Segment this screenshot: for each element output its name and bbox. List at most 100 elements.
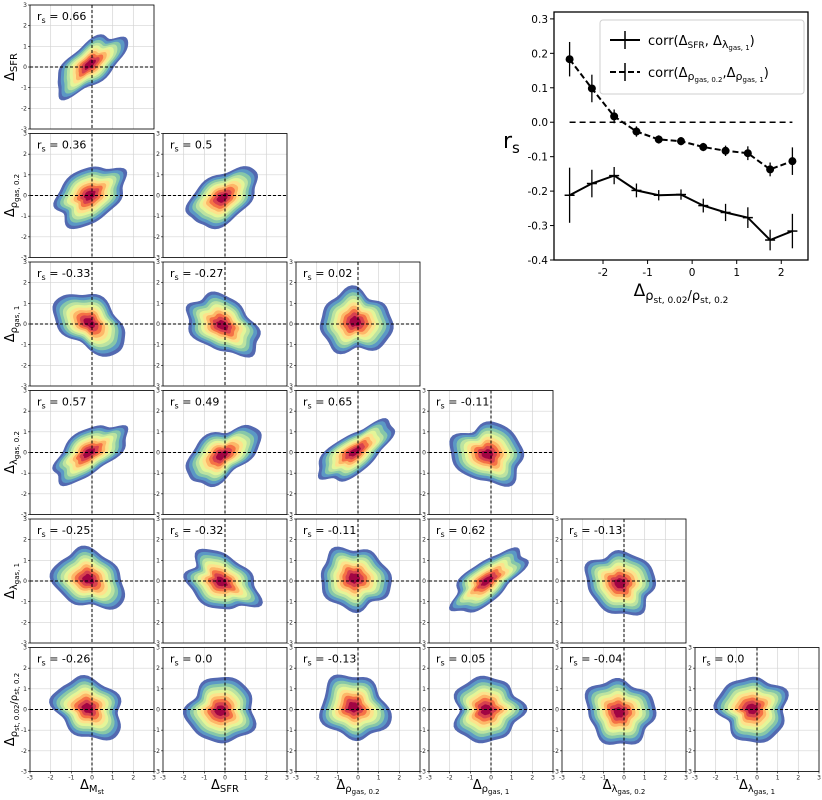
y-tick-label: 2 xyxy=(23,408,27,415)
panel-4-0: -3 -2 -1 0 1 2 3 rs = 0.57 xyxy=(21,388,155,519)
y-tick-label: -1 xyxy=(287,470,293,477)
x-tick-label: 1 xyxy=(111,775,115,782)
y-tick-label: -2 xyxy=(21,234,27,241)
panel-ticks: -3 -2 -1 0 1 2 3 xyxy=(154,131,163,262)
rs-value-label: rs = -0.33 xyxy=(37,267,90,282)
y-tick-label: 2 xyxy=(555,665,559,672)
row-label-lambda_gas_02: Δλgas, 0.2 xyxy=(3,431,21,474)
rs-value-label: rs = -0.25 xyxy=(37,524,90,539)
y-tick-label: 3 xyxy=(23,131,27,138)
panel-ticks: -3-3 -2 -2 -1 -1 0 0 1 1 2 2 3 3 xyxy=(154,645,289,782)
col-label-SFR: ΔSFR xyxy=(211,778,239,795)
row-label-rho_gas_02: Δρgas, 0.2 xyxy=(3,174,21,217)
rs-x-axis-label: Δρst, 0.02/ρst, 0.2 xyxy=(634,281,729,306)
rs-value-label: rs = 0.57 xyxy=(37,396,86,411)
y-tick-label: 2 xyxy=(289,408,293,415)
x-tick-label: 3 xyxy=(817,775,821,782)
rs-x-tick-label: 0 xyxy=(689,267,696,279)
y-tick-label: -1 xyxy=(21,727,27,734)
x-tick-label: -2 xyxy=(713,775,719,782)
rs-x-tick-label: -1 xyxy=(642,267,652,279)
y-tick-label: -2 xyxy=(154,491,160,498)
y-tick-label: 2 xyxy=(156,665,160,672)
x-tick-label: 2 xyxy=(663,775,667,782)
y-tick-label: 3 xyxy=(23,2,27,9)
y-tick-label: 3 xyxy=(23,259,27,266)
y-tick-label: 1 xyxy=(23,429,27,436)
density-contours xyxy=(53,166,128,230)
y-tick-label: 2 xyxy=(23,151,27,158)
panel-ticks: -3 -2 -1 0 1 2 3 xyxy=(21,259,30,390)
y-tick-label: 1 xyxy=(289,557,293,564)
density-level-9 xyxy=(83,318,95,329)
x-tick-label: -1 xyxy=(201,775,207,782)
y-tick-label: 0 xyxy=(422,450,426,457)
y-tick-label: 1 xyxy=(23,172,27,179)
y-tick-label: 0 xyxy=(555,578,559,585)
y-tick-label: 2 xyxy=(422,665,426,672)
y-tick-label: 1 xyxy=(289,686,293,693)
y-tick-label: 1 xyxy=(23,43,27,50)
y-tick-label: -3 xyxy=(21,769,27,776)
x-tick-label: 0 xyxy=(90,775,94,782)
y-tick-label: 0 xyxy=(422,707,426,714)
y-tick-label: -3 xyxy=(420,512,426,519)
y-tick-label: 3 xyxy=(156,131,160,138)
y-tick-label: 0 xyxy=(156,321,160,328)
y-tick-label: 3 xyxy=(422,388,426,395)
rs-value-label: rs = 0.49 xyxy=(170,396,219,411)
y-tick-label: -2 xyxy=(287,491,293,498)
y-tick-label: -3 xyxy=(553,640,559,647)
x-tick-label: 3 xyxy=(152,775,156,782)
x-tick-label: -2 xyxy=(48,775,54,782)
y-tick-label: 1 xyxy=(289,429,293,436)
x-tick-label: -1 xyxy=(334,775,340,782)
y-tick-label: -3 xyxy=(287,640,293,647)
y-tick-label: -1 xyxy=(420,599,426,606)
panel-ticks: -3 -2 -1 0 1 2 3 xyxy=(154,388,163,519)
x-tick-label: -1 xyxy=(733,775,739,782)
rs-profile-chart: -0.4 -0.3 -0.2 -0.1 0.0 0.1 0.2 0.3 -2 -1 0 1 2 rs Δρs… xyxy=(503,11,809,306)
density-level-9 xyxy=(481,449,494,460)
y-tick-label: 0 xyxy=(156,450,160,457)
y-tick-label: -3 xyxy=(154,512,160,519)
panel-3-1: -3 -2 -1 0 1 2 3 rs = -0.27 xyxy=(154,259,288,390)
x-tick-label: -3 xyxy=(426,775,432,782)
y-tick-label: -2 xyxy=(154,234,160,241)
data-point xyxy=(587,84,596,93)
panel-5-3: -3 -2 -1 0 1 2 3 rs = 0.62 xyxy=(420,516,554,647)
rs-value-label: rs = -0.11 xyxy=(436,396,489,411)
legend-entry-1: corr(Δρgas, 0.2,Δρgas, 1) xyxy=(648,66,769,84)
rs-value-label: rs = -0.11 xyxy=(303,524,356,539)
y-tick-label: -3 xyxy=(154,640,160,647)
y-tick-label: 2 xyxy=(688,665,692,672)
x-tick-label: -2 xyxy=(580,775,586,782)
rs-y-axis-label: rs xyxy=(503,129,520,157)
y-tick-label: 2 xyxy=(156,537,160,544)
y-tick-label: -2 xyxy=(420,748,426,755)
panel-3-2: -3 -2 -1 0 1 2 3 rs = 0.02 xyxy=(287,259,421,390)
panel-ticks: -3 -2 -1 0 1 2 3 xyxy=(287,388,296,519)
y-tick-label: -1 xyxy=(154,213,160,220)
density-contours xyxy=(319,674,392,742)
rs-y-tick-label: 0.2 xyxy=(531,48,548,60)
y-tick-label: 2 xyxy=(23,537,27,544)
density-contours xyxy=(49,545,126,610)
y-tick-label: 3 xyxy=(422,645,426,652)
y-tick-label: 1 xyxy=(156,557,160,564)
x-tick-label: 2 xyxy=(397,775,401,782)
y-tick-label: -3 xyxy=(287,383,293,390)
y-tick-label: -2 xyxy=(287,362,293,369)
x-tick-label: -3 xyxy=(692,775,698,782)
legend-entry-0: corr(ΔSFR, Δλgas, 1) xyxy=(648,34,755,52)
series-1 xyxy=(565,41,797,177)
panel-ticks: -3 -2 -1 0 1 2 3 xyxy=(154,259,163,390)
panel-6-5: -3-3 -2 -2 -1 -1 0 0 1 1 2 2 3 3 rs = 0.0 xyxy=(686,645,821,782)
y-tick-label: 2 xyxy=(156,280,160,287)
y-tick-label: -2 xyxy=(553,748,559,755)
panel-6-4: -3-3 -2 -2 -1 -1 0 0 1 1 2 2 3 3 rs = -0.04 xyxy=(553,645,688,782)
y-tick-label: 2 xyxy=(23,23,27,30)
x-tick-label: 0 xyxy=(755,775,759,782)
panel-5-0: -3 -2 -1 0 1 2 3 rs = -0.25 xyxy=(21,516,155,647)
data-point xyxy=(654,135,663,144)
